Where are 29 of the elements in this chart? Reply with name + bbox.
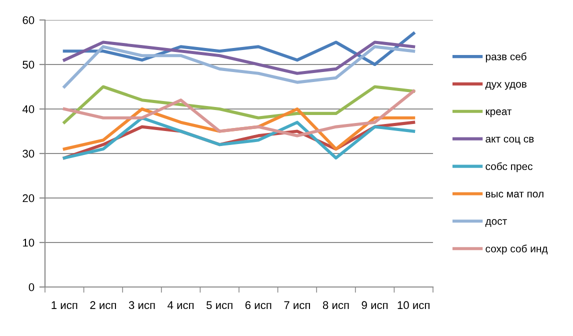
line-series: [62, 40, 416, 75]
line-series: [62, 90, 416, 138]
x-tick-label: 6 исп: [245, 301, 272, 310]
line-series: [62, 45, 416, 88]
legend-label: разв себ: [486, 52, 526, 62]
x-tick-label: 2 исп: [90, 301, 116, 310]
x-tick-label: 8 исп: [322, 301, 349, 310]
y-tick-label: 0: [28, 283, 34, 292]
x-tick-label: 9 исп: [362, 301, 388, 310]
x-tick-label: 4 исп: [168, 301, 194, 310]
x-tick-label: 1 исп: [52, 301, 78, 310]
legend-label: креат: [486, 109, 512, 118]
legend-label: собс прес: [486, 162, 532, 172]
legend-label: дост: [485, 219, 507, 227]
legend-label: дух удов: [485, 82, 526, 90]
y-tick-label: 50: [22, 60, 34, 69]
y-tick-label: 20: [22, 194, 34, 202]
y-tick-label: 40: [22, 105, 34, 114]
legend-label: акт соц св: [486, 136, 534, 145]
x-tick-label: 10 исп: [398, 301, 430, 310]
x-tick-label: 3 исп: [128, 301, 155, 310]
y-tick-label: 30: [22, 150, 34, 158]
y-tick-label: 10: [23, 238, 34, 247]
x-tick-label: 7 исп: [284, 301, 310, 310]
legend-label: сохр соб инд: [486, 244, 548, 254]
legend-label: выс мат пол: [486, 192, 544, 198]
x-tick-label: 5 исп: [206, 301, 232, 310]
line-series: [62, 85, 416, 124]
y-tick-label: 60: [22, 16, 34, 24]
